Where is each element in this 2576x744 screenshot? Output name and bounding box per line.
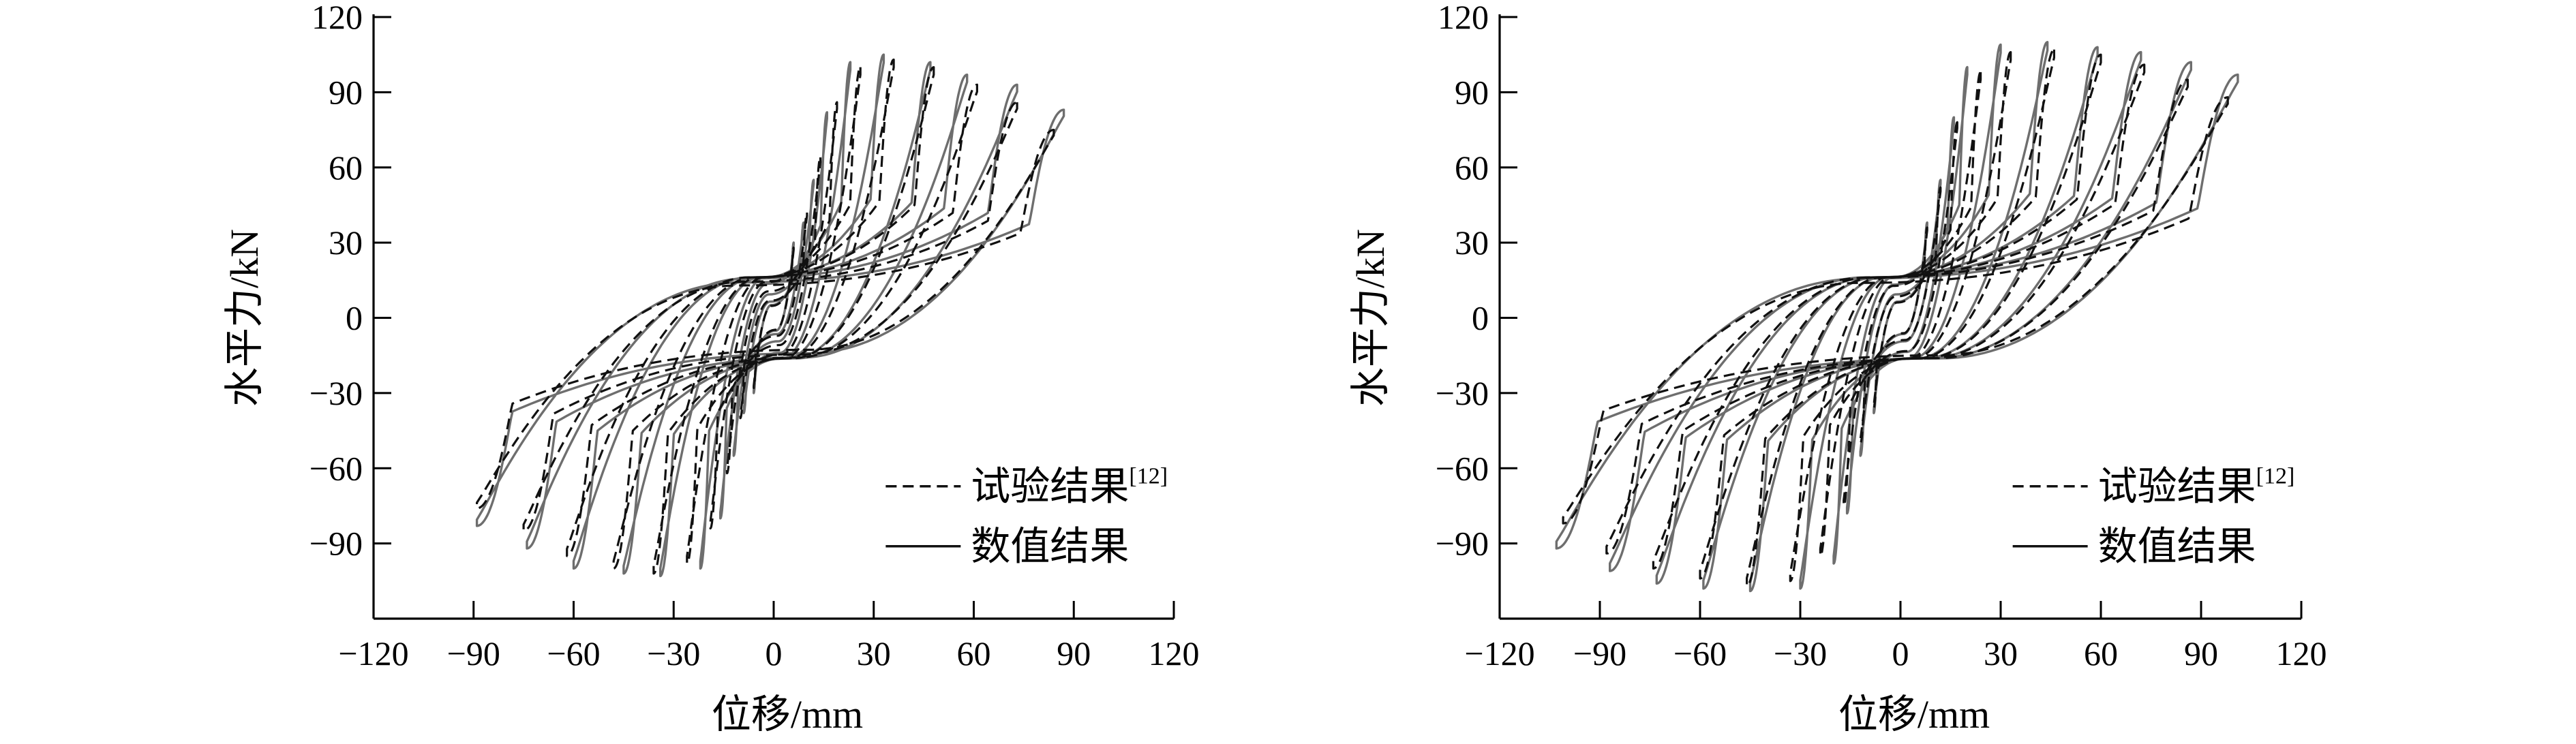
hysteresis-loop [652, 58, 895, 575]
hysteresis-loop [686, 66, 862, 565]
x-tick-label: −90 [447, 634, 500, 672]
hysteresis-loop [1832, 65, 1969, 565]
x-tick-label: 30 [1984, 634, 2018, 672]
x-tick-label: −120 [1464, 634, 1534, 672]
hysteresis-loop [753, 246, 795, 390]
x-tick-label: 120 [1149, 634, 1200, 672]
legend: 试验结果[12] 数值结果 [885, 464, 1168, 569]
hysteresis-loop [566, 83, 978, 557]
x-tick-label: −30 [1774, 634, 1827, 672]
series-experimental [1562, 48, 2229, 587]
y-tick-label: −30 [1436, 374, 1489, 412]
x-tick-label: 90 [1057, 634, 1091, 672]
legend-label: 数值结果 [971, 525, 1129, 569]
x-tick-label: 60 [957, 634, 991, 672]
y-tick-label: −60 [309, 449, 363, 487]
hysteresis-loop [522, 101, 1018, 532]
x-axis-title: 位移/mm [1838, 692, 1990, 737]
x-tick-label: −30 [647, 634, 700, 672]
x-tick-label: 0 [1892, 634, 1909, 672]
y-tick-label: 30 [1455, 223, 1489, 262]
legend-reference: [12] [2256, 464, 2295, 489]
y-tick-label: 30 [329, 223, 363, 262]
y-tick-label: −90 [309, 525, 363, 563]
y-tick-label: 90 [329, 73, 363, 111]
y-axis-title: 水平力/kN [1348, 229, 1393, 407]
left-chart-panel: −90 −60 −30 0 30 60 90 120 −120 −90 −60 −30 0 30 60 90 1… [222, 0, 1200, 737]
hysteresis-loop [1819, 71, 1982, 557]
hysteresis-loop [1555, 73, 2239, 550]
hysteresis-loop [1843, 121, 1958, 507]
x-tick-label: −60 [1673, 634, 1727, 672]
y-tick-label: 90 [1455, 73, 1489, 111]
hysteresis-loop [1748, 41, 2049, 593]
x-tick-label: 30 [857, 634, 891, 672]
x-tick-label: −60 [547, 634, 600, 672]
y-tick-label: 60 [1455, 149, 1489, 187]
y-tick-label: 120 [1438, 0, 1489, 36]
hysteresis-loop [1652, 63, 2146, 570]
hysteresis-loop [1799, 43, 2002, 590]
y-tick-label: −90 [1436, 525, 1489, 563]
hysteresis-loop [739, 211, 808, 420]
legend-reference: [12] [1129, 464, 1168, 489]
right-chart-panel: −90 −60 −30 0 30 60 90 120 −120 −90 −60 −30 0 30 60 90 1… [1348, 0, 2327, 737]
legend-label: 试验结果[12] [2098, 464, 2295, 509]
y-tick-label: 120 [312, 0, 363, 36]
legend: 试验结果[12] 数值结果 [2012, 464, 2295, 569]
hysteresis-loop [572, 73, 969, 570]
hysteresis-loop [1789, 50, 2012, 583]
y-axis-title: 水平力/kN [222, 229, 267, 407]
x-tick-label: −90 [1573, 634, 1626, 672]
x-tick-label: 120 [2276, 634, 2327, 672]
hysteresis-loop [612, 66, 935, 570]
hysteresis-loop [1655, 50, 2142, 585]
y-tick-label: −30 [309, 374, 363, 412]
x-tick-label: 0 [766, 634, 783, 672]
x-tick-label: −120 [338, 634, 408, 672]
hysteresis-loop [1699, 53, 2102, 580]
y-tick-label: 0 [346, 299, 363, 337]
hysteresis-loop [719, 111, 828, 520]
y-tick-label: −60 [1436, 449, 1489, 487]
hysteresis-loop [476, 129, 1055, 510]
hysteresis-loop [1562, 96, 2229, 525]
hysteresis-loop [475, 108, 1065, 527]
hysteresis-loop [1746, 48, 2055, 587]
x-tick-label: 60 [2084, 634, 2118, 672]
hysteresis-loop [709, 101, 838, 530]
x-tick-label: 90 [2184, 634, 2218, 672]
hysteresis-loop [1859, 179, 1942, 457]
legend-label: 试验结果[12] [971, 464, 1168, 509]
hysteresis-loop [732, 179, 815, 457]
hysteresis-loop [725, 156, 822, 475]
y-tick-label: 0 [1472, 299, 1489, 337]
hysteresis-loop [1873, 226, 1928, 409]
series-experimental [476, 58, 1055, 575]
legend-label: 数值结果 [2098, 525, 2256, 569]
y-tick-label: 60 [329, 149, 363, 187]
hysteresis-loop [1702, 46, 2099, 590]
x-axis-title: 位移/mm [712, 692, 863, 737]
